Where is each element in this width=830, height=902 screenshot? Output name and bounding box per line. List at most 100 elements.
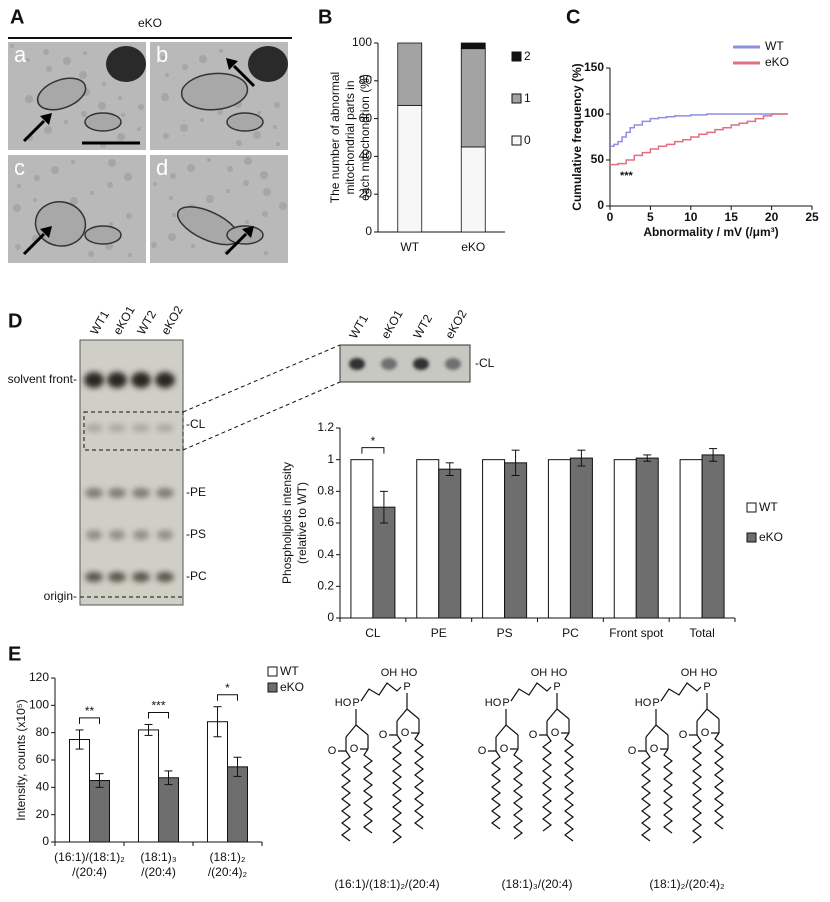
bar	[613, 459, 637, 619]
cl-spot	[445, 358, 461, 370]
em-image: b	[150, 42, 288, 150]
atom-label: O	[650, 743, 659, 755]
x-tick-label: CL	[365, 626, 381, 640]
lane-label: eKO2	[158, 303, 186, 337]
y-axis-label: (relative to WT)	[295, 482, 309, 564]
x-tick-label: Total	[689, 626, 714, 640]
bond	[542, 734, 552, 832]
em-texture	[108, 159, 116, 167]
em-texture	[98, 102, 106, 110]
bond	[510, 682, 552, 702]
em-texture	[128, 253, 132, 257]
mitochondrion	[226, 112, 264, 132]
significance-bracket	[217, 694, 238, 701]
em-texture	[43, 49, 49, 55]
em-texture	[70, 197, 78, 205]
y-tick-label: 40	[36, 780, 50, 794]
y-tick-label: 20	[359, 186, 373, 200]
cumulative-line	[610, 113, 788, 166]
annotation: ***	[620, 170, 634, 182]
right-label: -PC	[186, 569, 207, 583]
cl-spot	[413, 358, 429, 370]
em-texture	[165, 73, 169, 77]
bond	[338, 737, 347, 752]
legend-label: 2	[524, 49, 531, 63]
em-texture	[15, 244, 21, 250]
bond	[638, 737, 647, 752]
em-texture	[118, 96, 122, 100]
atom-label: O	[401, 727, 410, 739]
em-texture	[170, 173, 176, 179]
right-label: -PE	[186, 485, 206, 499]
atom-label: P	[703, 681, 710, 693]
em-background	[150, 155, 288, 263]
tlc-spot	[156, 424, 174, 432]
em-texture	[274, 102, 280, 108]
y-tick-label: 0.4	[317, 547, 334, 561]
atom-label: HO	[485, 697, 502, 709]
atom-label: P	[403, 681, 410, 693]
arrow	[22, 119, 46, 143]
bond	[414, 732, 424, 830]
panel-letter: C	[566, 6, 580, 28]
em-image: d	[150, 155, 288, 263]
y-tick-label: 50	[591, 152, 605, 166]
bond	[513, 748, 523, 840]
bond	[660, 682, 702, 702]
em-texture	[243, 180, 249, 186]
em-texture	[207, 158, 211, 162]
em-texture	[17, 184, 21, 188]
bar	[372, 506, 396, 619]
atom-label: P	[352, 697, 359, 709]
bond	[488, 737, 497, 752]
tlc-spot	[131, 372, 151, 388]
legend-label: 1	[524, 91, 531, 105]
structure-caption: (18:1)₂/(20:4)₂	[649, 877, 725, 891]
bond	[660, 735, 669, 750]
bar	[679, 459, 703, 619]
lane-label: eKO1	[110, 303, 138, 337]
em-texture	[226, 189, 230, 193]
bar	[138, 729, 159, 843]
em-texture	[10, 44, 14, 48]
bond	[546, 693, 570, 722]
em-texture	[263, 188, 271, 196]
tlc-spot	[108, 572, 126, 582]
x-tick-label: (16:1)/(18:1)₂	[54, 850, 125, 864]
legend-label: 0	[524, 133, 531, 147]
atom-label: O	[529, 729, 538, 741]
y-tick-label: 100	[352, 35, 372, 49]
mitochondrion	[84, 112, 122, 132]
atom-label: O	[478, 745, 487, 757]
em-texture	[161, 93, 169, 101]
em-texture	[168, 233, 176, 241]
bond	[389, 721, 398, 736]
lane-label: eKO2	[442, 307, 470, 341]
cumulative-line	[610, 113, 788, 147]
bond	[510, 735, 519, 750]
x-tick-label: PS	[497, 626, 513, 640]
atom-label: HO	[701, 667, 718, 679]
tlc-spot	[132, 424, 150, 432]
x-tick-label: 25	[805, 210, 819, 224]
dark-granule	[248, 46, 288, 82]
atom-label: O	[551, 727, 560, 739]
y-tick-label: 150	[584, 60, 604, 74]
annotation: **	[85, 704, 95, 718]
structure-caption: (18:1)₃/(20:4)	[502, 877, 573, 891]
subpanel-label: c	[14, 155, 25, 180]
mitochondrion	[36, 77, 87, 111]
em-texture	[206, 195, 214, 203]
y-tick-label: 0	[42, 834, 49, 848]
y-axis-label: mitochondrial parts in	[343, 80, 357, 194]
arrow-head	[40, 113, 52, 125]
annotation: ***	[151, 699, 165, 713]
em-texture	[124, 173, 132, 181]
em-texture	[71, 160, 75, 164]
bar	[207, 721, 228, 843]
atom-label: O	[679, 729, 688, 741]
em-texture	[276, 142, 280, 146]
em-texture	[33, 198, 37, 202]
y-tick-label: 0.8	[317, 484, 334, 498]
legend-swatch	[511, 93, 522, 104]
